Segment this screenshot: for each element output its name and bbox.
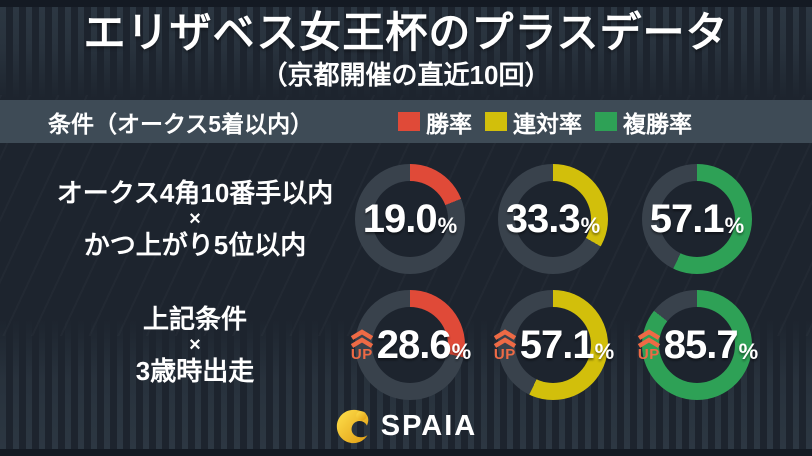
quinella-rate-swatch-icon — [485, 112, 507, 131]
condition-label: 条件（オークス5着以内） — [48, 110, 314, 137]
condition-line: 上記条件 — [142, 304, 247, 334]
condition-line: オークス4角10番手以内 — [56, 178, 334, 208]
percent-value: 19.0 — [362, 196, 438, 241]
legend-label: 勝率 — [426, 110, 472, 137]
donut-chart-quinella-rate-row2: UP 57.1 % — [493, 290, 614, 400]
percent-sign: % — [724, 213, 745, 238]
legend-item-quinella-rate: 連対率 — [485, 105, 582, 139]
spaia-logo-icon — [336, 409, 369, 444]
up-label: UP — [350, 345, 373, 363]
donut-value: 19.0 % — [355, 164, 465, 274]
donut-hole — [372, 307, 448, 383]
page-subtitle: （京都開催の直近10回） — [261, 60, 551, 90]
legend-label: 複勝率 — [623, 110, 692, 137]
row1-condition-label: オークス4角10番手以内 × かつ上がり5位以内 — [25, 178, 365, 260]
donut-chart-quinella-rate-row1: 33.3 % — [498, 164, 608, 274]
up-indicator: UP — [636, 328, 662, 363]
condition-line: 3歳時出走 — [135, 356, 255, 386]
donut-value: 33.3 % — [498, 164, 608, 274]
page-title: エリザベス女王杯のプラスデータ — [83, 9, 729, 56]
donut-chart-show-rate-row2: UP 85.7 % — [637, 290, 758, 400]
up-label: UP — [493, 345, 516, 363]
donut-value: UP 85.7 % — [637, 290, 758, 400]
percent-value: 28.6 — [376, 322, 452, 367]
donut-chart-win-rate-row1: 19.0 % — [355, 164, 465, 274]
donut-value: 57.1 % — [642, 164, 752, 274]
legend-bar: 条件（オークス5着以内） 勝率 連対率 複勝率 — [0, 100, 812, 143]
top-strip — [0, 0, 812, 7]
percent-value: 33.3 — [505, 196, 581, 241]
percent-value: 57.1 — [519, 322, 595, 367]
chevron-up-icon — [637, 328, 660, 348]
show-rate-swatch-icon — [595, 112, 617, 131]
percent-value: 85.7 — [663, 322, 739, 367]
legend-items: 勝率 連対率 複勝率 — [398, 100, 692, 143]
donut-value: UP 28.6 % — [350, 290, 471, 400]
donut-chart-show-rate-row1: 57.1 % — [642, 164, 752, 274]
donut-hole — [515, 181, 591, 257]
percent-sign: % — [594, 339, 615, 364]
legend-item-show-rate: 複勝率 — [595, 105, 692, 139]
percent-sign: % — [451, 339, 472, 364]
donut-hole — [659, 181, 735, 257]
chevron-up-icon — [493, 328, 516, 348]
percent-sign: % — [580, 213, 601, 238]
up-indicator: UP — [349, 328, 375, 363]
up-label: UP — [637, 345, 660, 363]
donut-hole — [372, 181, 448, 257]
condition-multiply-sign: × — [189, 334, 201, 356]
chevron-up-icon — [350, 328, 373, 348]
donut-value: UP 57.1 % — [493, 290, 614, 400]
percent-value: 57.1 — [649, 196, 725, 241]
row2-condition-label: 上記条件 × 3歳時出走 — [25, 304, 365, 386]
percent-sign: % — [437, 213, 458, 238]
donut-hole — [515, 307, 591, 383]
background-bars-top — [0, 7, 812, 99]
percent-sign: % — [738, 339, 759, 364]
bottom-strip — [0, 449, 812, 456]
donut-chart-win-rate-row2: UP 28.6 % — [350, 290, 471, 400]
up-indicator: UP — [492, 328, 518, 363]
win-rate-swatch-icon — [398, 112, 420, 131]
condition-multiply-sign: × — [189, 208, 201, 230]
condition-line: かつ上がり5位以内 — [83, 230, 307, 260]
brand-name: SPAIA — [380, 410, 478, 442]
legend-item-win-rate: 勝率 — [398, 105, 472, 139]
footer-brand: SPAIA — [0, 408, 812, 445]
legend-label: 連対率 — [513, 110, 582, 137]
donut-hole — [659, 307, 735, 383]
